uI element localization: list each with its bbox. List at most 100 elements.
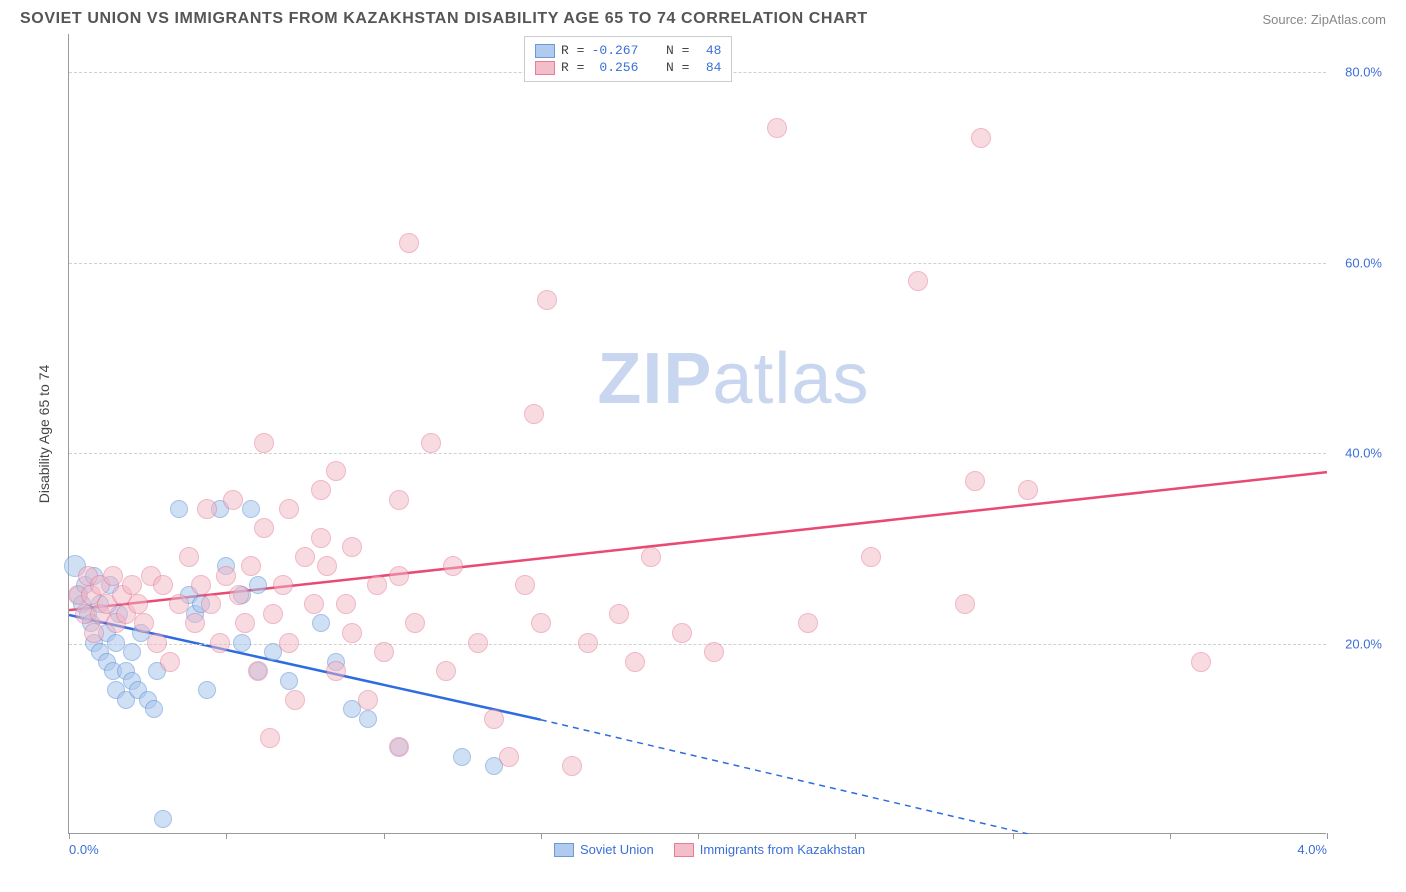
data-point-kazakhstan bbox=[389, 490, 409, 510]
data-point-kazakhstan bbox=[389, 737, 409, 757]
correlation-chart: Disability Age 65 to 74 ZIPatlas 20.0%40… bbox=[20, 34, 1386, 874]
data-point-kazakhstan bbox=[326, 461, 346, 481]
data-point-kazakhstan bbox=[342, 537, 362, 557]
x-tick bbox=[541, 833, 542, 839]
data-point-kazakhstan bbox=[169, 594, 189, 614]
legend-r-value: 0.256 bbox=[590, 60, 638, 75]
x-tick bbox=[69, 833, 70, 839]
legend-stats-row: R =0.256 N =84 bbox=[535, 60, 721, 75]
y-tick-label: 80.0% bbox=[1345, 65, 1382, 80]
legend-n-label: N = bbox=[666, 60, 689, 75]
data-point-kazakhstan bbox=[285, 690, 305, 710]
data-point-kazakhstan bbox=[103, 566, 123, 586]
y-tick-label: 20.0% bbox=[1345, 636, 1382, 651]
data-point-kazakhstan bbox=[908, 271, 928, 291]
legend-swatch bbox=[554, 843, 574, 857]
legend-r-label: R = bbox=[561, 60, 584, 75]
data-point-kazakhstan bbox=[609, 604, 629, 624]
legend-swatch bbox=[535, 61, 555, 75]
data-point-kazakhstan bbox=[965, 471, 985, 491]
data-point-kazakhstan bbox=[468, 633, 488, 653]
data-point-kazakhstan bbox=[128, 594, 148, 614]
data-point-soviet bbox=[170, 500, 188, 518]
grid-line bbox=[69, 263, 1326, 264]
data-point-kazakhstan bbox=[147, 633, 167, 653]
data-point-soviet bbox=[145, 700, 163, 718]
data-point-kazakhstan bbox=[704, 642, 724, 662]
data-point-kazakhstan bbox=[273, 575, 293, 595]
data-point-kazakhstan bbox=[405, 613, 425, 633]
data-point-kazakhstan bbox=[254, 518, 274, 538]
data-point-kazakhstan bbox=[84, 623, 104, 643]
data-point-kazakhstan bbox=[279, 633, 299, 653]
data-point-kazakhstan bbox=[436, 661, 456, 681]
legend-swatch bbox=[535, 44, 555, 58]
x-tick bbox=[384, 833, 385, 839]
data-point-kazakhstan bbox=[197, 499, 217, 519]
x-tick bbox=[1013, 833, 1014, 839]
legend-stats-row: R =-0.267 N =48 bbox=[535, 43, 721, 58]
data-point-kazakhstan bbox=[374, 642, 394, 662]
data-point-soviet bbox=[249, 576, 267, 594]
data-point-soviet bbox=[280, 672, 298, 690]
data-point-kazakhstan bbox=[672, 623, 692, 643]
legend-item: Soviet Union bbox=[554, 842, 654, 857]
data-point-soviet bbox=[242, 500, 260, 518]
y-axis-title: Disability Age 65 to 74 bbox=[36, 365, 52, 504]
data-point-kazakhstan bbox=[399, 233, 419, 253]
legend-label: Soviet Union bbox=[580, 842, 654, 857]
data-point-kazakhstan bbox=[311, 480, 331, 500]
data-point-kazakhstan bbox=[421, 433, 441, 453]
data-point-soviet bbox=[233, 634, 251, 652]
data-point-kazakhstan bbox=[279, 499, 299, 519]
data-point-kazakhstan bbox=[260, 728, 280, 748]
data-point-soviet bbox=[359, 710, 377, 728]
data-point-kazakhstan bbox=[798, 613, 818, 633]
x-tick bbox=[698, 833, 699, 839]
data-point-kazakhstan bbox=[241, 556, 261, 576]
data-point-kazakhstan bbox=[524, 404, 544, 424]
data-point-kazakhstan bbox=[160, 652, 180, 672]
data-point-kazakhstan bbox=[122, 575, 142, 595]
data-point-kazakhstan bbox=[295, 547, 315, 567]
x-tick bbox=[855, 833, 856, 839]
data-point-kazakhstan bbox=[223, 490, 243, 510]
data-point-kazakhstan bbox=[515, 575, 535, 595]
data-point-kazakhstan bbox=[179, 547, 199, 567]
data-point-kazakhstan bbox=[531, 613, 551, 633]
legend-item: Immigrants from Kazakhstan bbox=[674, 842, 865, 857]
x-tick bbox=[226, 833, 227, 839]
data-point-soviet bbox=[453, 748, 471, 766]
data-point-kazakhstan bbox=[201, 594, 221, 614]
y-tick-label: 40.0% bbox=[1345, 446, 1382, 461]
data-point-kazakhstan bbox=[254, 433, 274, 453]
series-legend: Soviet Union Immigrants from Kazakhstan bbox=[554, 842, 865, 857]
data-point-kazakhstan bbox=[358, 690, 378, 710]
data-point-kazakhstan bbox=[499, 747, 519, 767]
x-tick-label: 4.0% bbox=[1297, 842, 1327, 857]
legend-label: Immigrants from Kazakhstan bbox=[700, 842, 865, 857]
data-point-kazakhstan bbox=[641, 547, 661, 567]
data-point-kazakhstan bbox=[861, 547, 881, 567]
data-point-kazakhstan bbox=[185, 613, 205, 633]
x-tick bbox=[1170, 833, 1171, 839]
data-point-kazakhstan bbox=[578, 633, 598, 653]
grid-line bbox=[69, 644, 1326, 645]
data-point-kazakhstan bbox=[210, 633, 230, 653]
x-tick bbox=[1327, 833, 1328, 839]
source-name: ZipAtlas.com bbox=[1311, 12, 1386, 27]
data-point-kazakhstan bbox=[389, 566, 409, 586]
data-point-kazakhstan bbox=[955, 594, 975, 614]
data-point-kazakhstan bbox=[484, 709, 504, 729]
data-point-kazakhstan bbox=[304, 594, 324, 614]
data-point-kazakhstan bbox=[625, 652, 645, 672]
data-point-soviet bbox=[198, 681, 216, 699]
data-point-kazakhstan bbox=[971, 128, 991, 148]
data-point-kazakhstan bbox=[311, 528, 331, 548]
watermark-bold: ZIP bbox=[597, 339, 712, 419]
data-point-kazakhstan bbox=[235, 613, 255, 633]
legend-r-value: -0.267 bbox=[590, 43, 638, 58]
data-point-kazakhstan bbox=[367, 575, 387, 595]
data-point-kazakhstan bbox=[562, 756, 582, 776]
data-point-kazakhstan bbox=[317, 556, 337, 576]
